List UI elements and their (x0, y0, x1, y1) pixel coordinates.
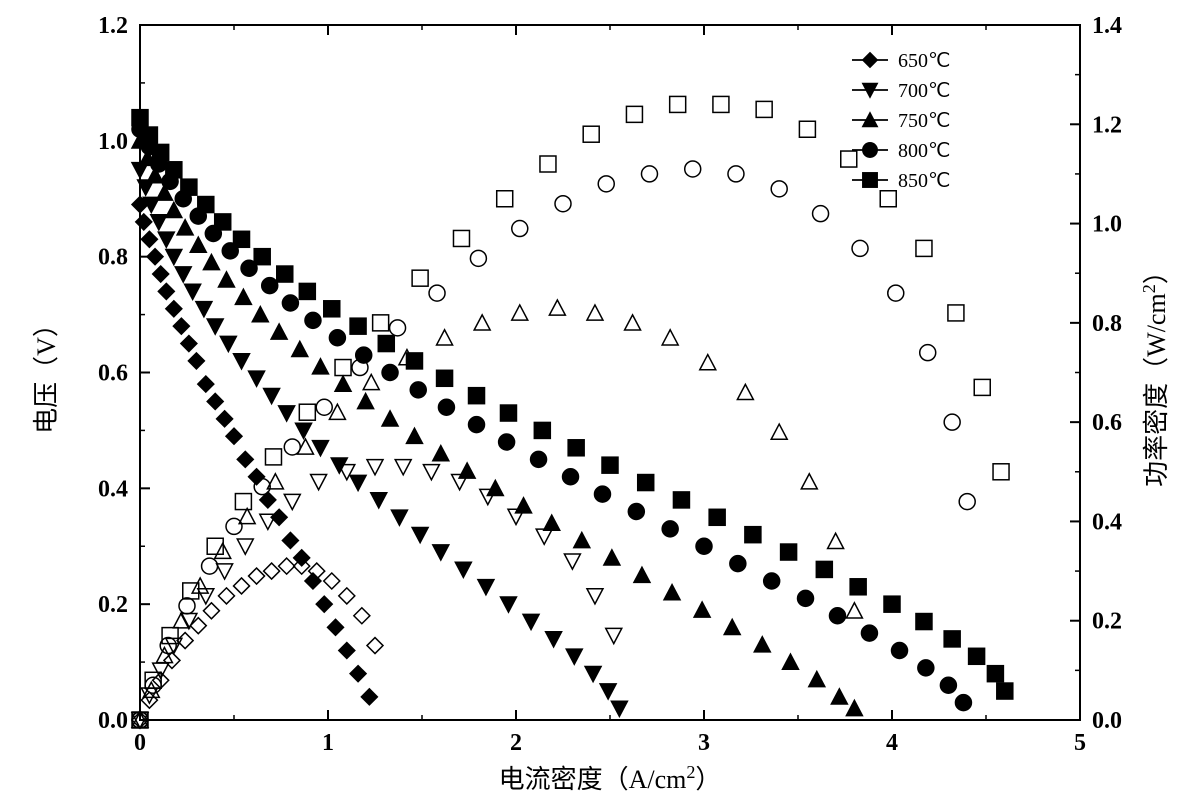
y-right-tick-label: 0.8 (1092, 311, 1122, 337)
y-left-tick-label: 0.8 (98, 245, 128, 271)
legend: 650℃ 700℃ 750℃ 800℃ 850℃ (852, 50, 950, 192)
y-left-axis-label: 电压（V） (32, 311, 61, 434)
x-axis-label: 电流密度（A/cm2） (499, 762, 722, 794)
y-left-tick-label: 1.0 (98, 129, 128, 155)
y-left-tick-label: 0.6 (98, 361, 128, 387)
x-tick-label: 0 (134, 730, 146, 756)
y-right-axis-label: 功率密度（W/cm2） (1139, 258, 1171, 487)
chart-svg: 0123450.00.20.40.60.81.01.20.00.20.40.60… (0, 0, 1193, 812)
y-left-tick-label: 1.2 (98, 13, 128, 39)
x-tick-label: 1 (322, 730, 334, 756)
y-right-tick-label: 0.4 (1092, 509, 1122, 535)
y-right-tick-label: 1.2 (1092, 112, 1122, 138)
y-left-tick-label: 0.4 (98, 476, 128, 502)
legend-label: 800℃ (898, 140, 950, 162)
y-left-tick-label: 0.0 (98, 708, 128, 734)
y-right-tick-label: 1.4 (1092, 13, 1122, 39)
y-right-tick-label: 0.2 (1092, 609, 1122, 635)
legend-label: 700℃ (898, 80, 950, 102)
y-right-tick-label: 0.6 (1092, 410, 1122, 436)
legend-label: 650℃ (898, 50, 950, 72)
legend-label: 750℃ (898, 110, 950, 132)
y-right-tick-label: 0.0 (1092, 708, 1122, 734)
x-tick-label: 4 (886, 730, 898, 756)
legend-label: 850℃ (898, 170, 950, 192)
y-left-tick-label: 0.2 (98, 592, 128, 618)
chart-container: 0123450.00.20.40.60.81.01.20.00.20.40.60… (0, 0, 1193, 812)
x-tick-label: 5 (1074, 730, 1086, 756)
x-tick-label: 2 (510, 730, 522, 756)
y-right-tick-label: 1.0 (1092, 212, 1122, 238)
x-tick-label: 3 (698, 730, 710, 756)
